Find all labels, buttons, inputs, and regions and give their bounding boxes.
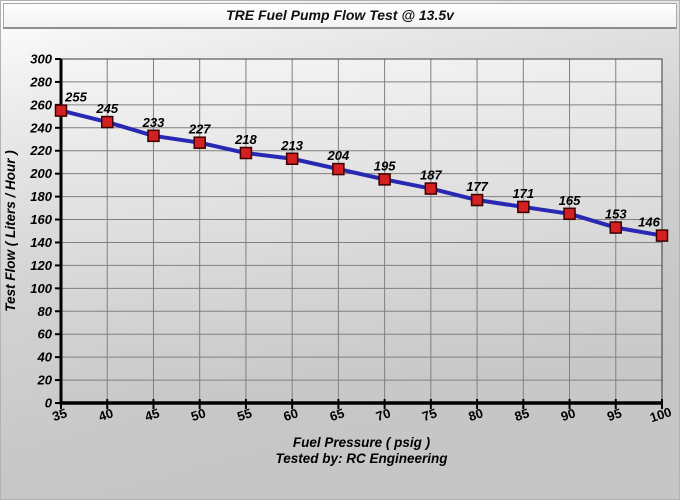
x-tick-label: 75 (420, 405, 438, 424)
data-point-marker (100, 115, 114, 129)
data-point-marker (470, 193, 484, 207)
y-tick-label: 140 (30, 235, 52, 250)
data-point-marker (424, 182, 438, 195)
y-tick-label: 240 (29, 120, 52, 135)
y-tick-label: 120 (30, 258, 52, 273)
x-tick-label: 70 (374, 405, 392, 424)
y-tick-label: 200 (29, 166, 52, 181)
x-tick-label: 55 (235, 405, 253, 424)
data-point-label: 171 (512, 186, 534, 201)
y-tick-label: 20 (37, 373, 53, 388)
y-tick-label: 80 (38, 304, 53, 319)
data-point-marker (517, 200, 530, 214)
x-tick-label: 40 (97, 405, 115, 424)
x-tick-label: 95 (605, 405, 623, 424)
data-point-label: 245 (95, 101, 118, 116)
data-point-marker (609, 221, 623, 234)
x-tick-label: 60 (282, 405, 300, 424)
data-point-marker (285, 152, 299, 166)
data-point-marker (147, 129, 160, 143)
series-line (59, 108, 664, 238)
y-tick-label: 60 (38, 327, 53, 342)
tested-by-text: Tested by: RC Engineering (275, 451, 448, 466)
y-tick-label: 260 (29, 97, 52, 112)
data-point-label: 195 (374, 158, 396, 173)
data-point-label: 233 (142, 115, 165, 130)
chart-title: TRE Fuel Pump Flow Test @ 13.5v (226, 7, 454, 23)
data-point-label: 255 (64, 90, 87, 105)
data-point-marker (563, 207, 576, 221)
y-tick-label: 300 (30, 52, 52, 67)
data-point-marker (239, 146, 253, 160)
y-tick-label: 180 (30, 189, 52, 204)
data-point-marker (378, 173, 391, 186)
x-tick-label: 80 (466, 405, 484, 424)
data-point-marker (332, 162, 345, 176)
data-point-label: 165 (559, 193, 581, 208)
y-tick-label: 40 (37, 350, 53, 365)
data-point-label: 187 (420, 168, 442, 183)
data-point-label: 227 (188, 122, 211, 137)
data-point-label: 146 (638, 215, 660, 230)
y-tick-label: 100 (30, 281, 52, 296)
y-tick-label: 220 (29, 143, 52, 158)
x-axis-title: Fuel Pressure ( psig ) (293, 435, 431, 450)
data-point-label: 177 (466, 179, 488, 194)
chart-title-bar: TRE Fuel Pump Flow Test @ 13.5v (3, 3, 677, 29)
x-tick-label: 100 (648, 404, 673, 425)
x-tick-label: 65 (328, 405, 346, 424)
y-axis-title: Test Flow ( Liters / Hour ) (3, 150, 18, 312)
x-tick-label: 85 (513, 405, 531, 424)
y-tick-label: 280 (29, 74, 52, 89)
x-tick-label: 45 (143, 405, 161, 424)
y-tick-label: 0 (45, 396, 53, 411)
x-tick-label: 50 (189, 405, 207, 424)
y-tick-label: 160 (30, 212, 52, 227)
data-point-marker (655, 229, 669, 242)
data-point-label: 218 (234, 132, 257, 147)
data-point-label: 153 (605, 207, 627, 222)
x-tick-label: 35 (50, 405, 68, 424)
data-point-marker (54, 104, 68, 117)
x-tick-label: 90 (559, 405, 577, 424)
data-point-label: 204 (327, 148, 350, 163)
data-point-marker (193, 136, 206, 149)
plot-area (61, 59, 662, 403)
data-point-label: 213 (280, 138, 303, 153)
